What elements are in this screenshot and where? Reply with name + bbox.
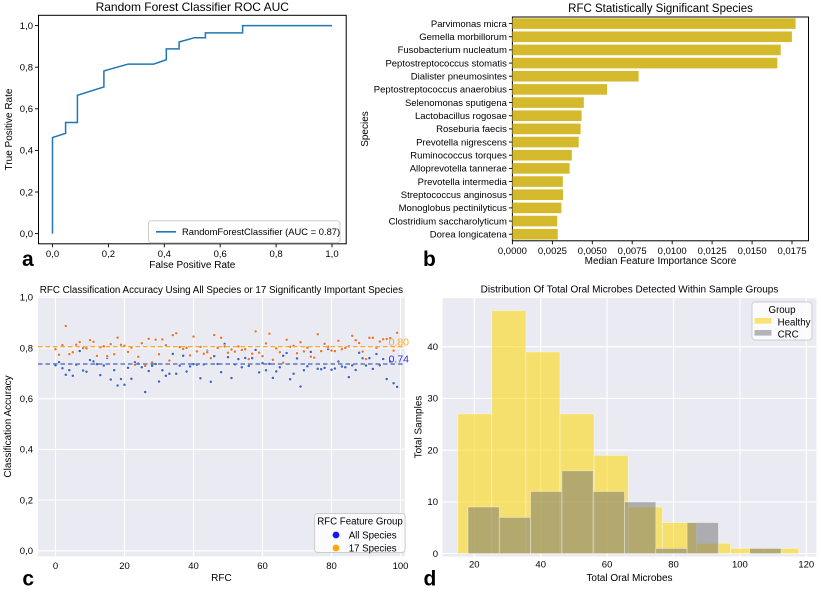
svg-text:0,0075: 0,0075 — [618, 246, 647, 257]
svg-text:Selenomonas sputigena: Selenomonas sputigena — [405, 98, 508, 109]
svg-text:Dorea longicatena: Dorea longicatena — [430, 230, 508, 241]
svg-text:Healthy: Healthy — [778, 318, 811, 329]
svg-text:0,8: 0,8 — [269, 249, 282, 260]
svg-text:0,4: 0,4 — [20, 146, 33, 157]
svg-text:0,0: 0,0 — [20, 229, 33, 240]
svg-text:False Positive Rate: False Positive Rate — [149, 260, 236, 271]
svg-text:60: 60 — [257, 561, 268, 572]
svg-text:RFC Statistically Significant: RFC Statistically Significant Species — [568, 3, 753, 15]
svg-text:0,6: 0,6 — [214, 249, 227, 260]
svg-text:Prevotella nigrescens: Prevotella nigrescens — [416, 137, 507, 148]
svg-text:1,0: 1,0 — [325, 249, 338, 260]
svg-text:1,0: 1,0 — [20, 21, 33, 32]
svg-text:0,2: 0,2 — [20, 495, 33, 506]
svg-text:17 Species: 17 Species — [349, 544, 397, 555]
svg-text:80: 80 — [326, 561, 337, 572]
svg-text:Random Forest Classifier ROC A: Random Forest Classifier ROC AUC — [96, 0, 290, 14]
svg-text:True Positive Rate: True Positive Rate — [4, 88, 15, 170]
svg-text:Alloprevotella tannerae: Alloprevotella tannerae — [410, 164, 507, 175]
svg-text:Total Oral Microbes: Total Oral Microbes — [586, 573, 672, 584]
svg-text:0,2: 0,2 — [20, 187, 33, 198]
svg-text:0,0025: 0,0025 — [538, 246, 567, 257]
svg-text:Group: Group — [769, 305, 796, 316]
svg-text:Ruminococcus torques: Ruminococcus torques — [410, 151, 507, 162]
svg-text:RFC: RFC — [211, 573, 232, 584]
svg-text:Prevotella intermedia: Prevotella intermedia — [418, 177, 508, 188]
svg-text:1,0: 1,0 — [20, 293, 33, 304]
svg-text:Median Feature Importance Scor: Median Feature Importance Score — [585, 256, 737, 267]
svg-text:120: 120 — [798, 560, 814, 571]
svg-text:0.74: 0.74 — [389, 353, 410, 365]
svg-text:Species: Species — [360, 111, 371, 147]
svg-text:20: 20 — [427, 446, 438, 457]
svg-text:RFC Feature Group: RFC Feature Group — [317, 517, 403, 528]
svg-text:0,0050: 0,0050 — [578, 246, 607, 257]
svg-text:0: 0 — [53, 561, 58, 572]
svg-text:All Species: All Species — [349, 531, 397, 542]
svg-text:0,0150: 0,0150 — [738, 246, 767, 257]
svg-text:Parvimonas micra: Parvimonas micra — [431, 19, 508, 30]
svg-text:0,0125: 0,0125 — [698, 246, 727, 257]
svg-text:10: 10 — [427, 497, 438, 508]
svg-text:100: 100 — [732, 560, 748, 571]
svg-text:0,0: 0,0 — [20, 546, 33, 557]
svg-text:Monoglobus pectinilyticus: Monoglobus pectinilyticus — [399, 203, 508, 214]
svg-text:Roseburia faecis: Roseburia faecis — [436, 124, 507, 135]
svg-text:Streptococcus anginosus: Streptococcus anginosus — [401, 190, 507, 201]
svg-text:CRC: CRC — [778, 330, 799, 341]
svg-text:60: 60 — [602, 560, 613, 571]
svg-text:20: 20 — [119, 561, 130, 572]
svg-text:Classification Accuracy: Classification Accuracy — [3, 375, 14, 477]
svg-text:0.80: 0.80 — [389, 336, 410, 348]
svg-text:0,8: 0,8 — [20, 343, 33, 354]
svg-text:0,6: 0,6 — [20, 104, 33, 115]
svg-text:Distribution Of Total Oral Mic: Distribution Of Total Oral Microbes Dete… — [481, 285, 779, 296]
svg-text:Lactobacillus rogosae: Lactobacillus rogosae — [415, 111, 507, 122]
svg-text:Dialister pneumosintes: Dialister pneumosintes — [411, 72, 507, 83]
svg-text:a: a — [22, 248, 34, 271]
svg-text:0,0175: 0,0175 — [777, 246, 806, 257]
svg-text:0,2: 0,2 — [102, 249, 115, 260]
svg-text:100: 100 — [393, 561, 409, 572]
svg-text:Fusobacterium nucleatum: Fusobacterium nucleatum — [398, 45, 507, 56]
svg-text:40: 40 — [535, 560, 546, 571]
svg-text:Peptostreptococcus anaerobius: Peptostreptococcus anaerobius — [374, 85, 507, 96]
svg-text:30: 30 — [427, 394, 438, 405]
svg-text:0,0: 0,0 — [46, 249, 59, 260]
svg-text:80: 80 — [668, 560, 679, 571]
svg-text:0: 0 — [433, 549, 438, 560]
svg-text:Total Samples: Total Samples — [414, 396, 425, 459]
svg-text:40: 40 — [188, 561, 199, 572]
svg-text:d: d — [424, 568, 437, 591]
svg-text:0,0100: 0,0100 — [658, 246, 687, 257]
svg-text:Gemella morbillorum: Gemella morbillorum — [419, 32, 507, 43]
svg-text:b: b — [423, 248, 436, 271]
svg-text:Peptostreptococcus stomatis: Peptostreptococcus stomatis — [385, 58, 507, 69]
svg-text:RFC Classification Accuracy Us: RFC Classification Accuracy Using All Sp… — [40, 285, 403, 296]
svg-text:RandomForestClassifier (AUC =: RandomForestClassifier (AUC = 0.87) — [182, 226, 340, 237]
svg-text:0,4: 0,4 — [20, 445, 33, 456]
svg-text:c: c — [22, 568, 34, 591]
svg-text:20: 20 — [469, 560, 480, 571]
svg-text:40: 40 — [427, 342, 438, 353]
svg-text:0,4: 0,4 — [158, 249, 171, 260]
svg-text:0,8: 0,8 — [20, 63, 33, 74]
svg-text:Clostridium saccharolyticum: Clostridium saccharolyticum — [389, 216, 507, 227]
svg-text:0,6: 0,6 — [20, 394, 33, 405]
svg-text:0,0000: 0,0000 — [498, 246, 527, 257]
